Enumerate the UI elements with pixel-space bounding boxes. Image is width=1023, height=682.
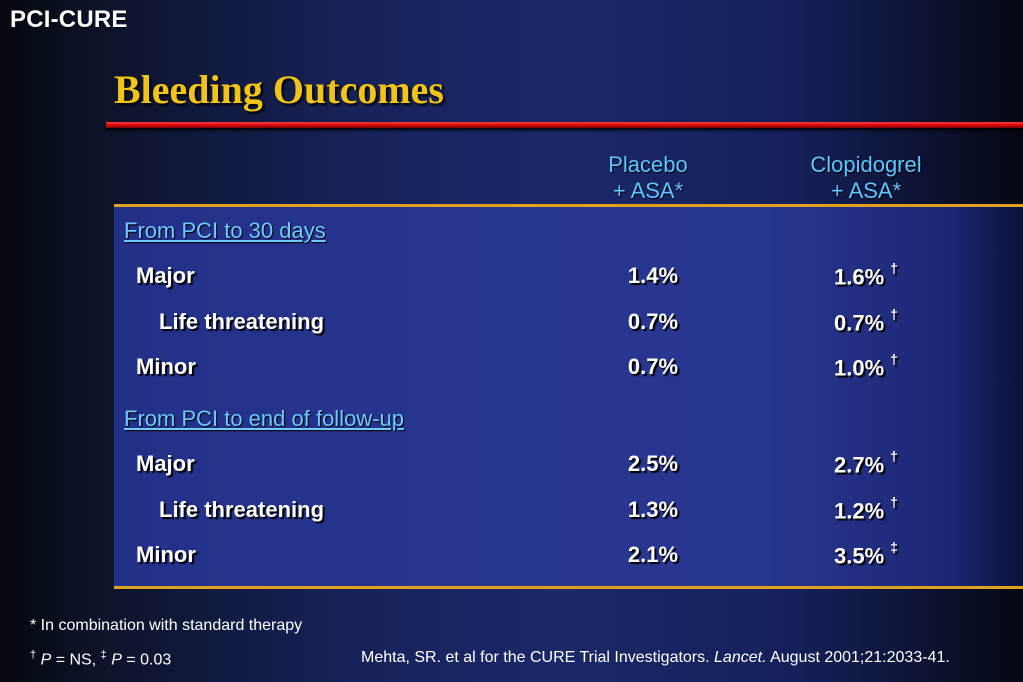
footnote-mark: ‡: [890, 539, 898, 555]
p-letter: P: [111, 651, 122, 669]
footnote-asterisk: * In combination with standard therapy: [30, 617, 303, 634]
double-dagger-text: = 0.03: [121, 651, 172, 669]
clopidogrel-value: 2.7% †: [806, 448, 926, 478]
title-divider: [106, 122, 1023, 128]
placebo-value: 0.7%: [627, 309, 679, 334]
row-label: Minor: [136, 542, 196, 567]
row-label: Major: [136, 451, 195, 476]
column-header-clopidogrel-line1: Clopidogrel: [810, 152, 922, 177]
slide-title: Bleeding Outcomes: [114, 67, 444, 112]
clopidogrel-value: 1.0% †: [806, 351, 926, 381]
row-label: Life threatening: [159, 309, 325, 334]
clopidogrel-value-text: 1.0%: [834, 355, 885, 381]
placebo-value: 0.7%: [627, 354, 679, 379]
clopidogrel-value-text: 3.5%: [834, 543, 885, 569]
footnote-mark: †: [890, 306, 898, 322]
clopidogrel-value: 1.2% †: [806, 494, 926, 524]
placebo-value: 1.4%: [627, 263, 679, 288]
row-label: Major: [136, 263, 195, 288]
footnote-mark: †: [890, 260, 898, 276]
row-label: Life threatening: [159, 497, 325, 522]
citation-details: August 2001;21:2033-41.: [766, 649, 950, 666]
clopidogrel-value-text: 1.2%: [834, 498, 885, 524]
section-heading-end-of-follow-up: From PCI to end of follow-up: [124, 406, 405, 431]
brand-label: PCI-CURE: [10, 6, 128, 33]
clopidogrel-value-text: 1.6%: [834, 264, 885, 290]
citation-authors: Mehta, SR. et al for the CURE Trial Inve…: [361, 649, 715, 666]
column-header-placebo-line2: + ASA*: [612, 178, 684, 203]
outcomes-table: [114, 204, 1023, 589]
footnote-mark: †: [890, 448, 898, 464]
footnote-mark: †: [890, 351, 898, 367]
clopidogrel-value: 0.7% †: [806, 306, 926, 336]
clopidogrel-value-text: 0.7%: [834, 310, 885, 336]
clopidogrel-value: 3.5% ‡: [806, 539, 926, 569]
placebo-value: 1.3%: [627, 497, 679, 522]
double-dagger-mark: ‡: [100, 649, 107, 661]
citation-journal: Lancet.: [714, 649, 767, 666]
dagger-text: = NS,: [51, 651, 101, 669]
section-heading-30-days: From PCI to 30 days: [124, 218, 326, 243]
column-header-clopidogrel: Clopidogrel + ASA*: [786, 152, 946, 204]
column-header-clopidogrel-line2: + ASA*: [830, 178, 902, 203]
footnote-mark: †: [890, 494, 898, 510]
clopidogrel-value-text: 2.7%: [834, 452, 885, 478]
column-header-placebo: Placebo + ASA*: [578, 152, 718, 204]
clopidogrel-value: 1.6% †: [806, 260, 926, 290]
placebo-value: 2.5%: [627, 451, 679, 476]
placebo-value: 2.1%: [627, 542, 679, 567]
column-header-placebo-line1: Placebo: [608, 152, 688, 177]
p-letter: P: [40, 651, 52, 669]
dagger-mark: †: [30, 649, 37, 661]
row-label: Minor: [136, 354, 196, 379]
citation: Mehta, SR. et al for the CURE Trial Inve…: [361, 649, 950, 667]
footnote-p-values: † P = NS, ‡ P = 0.03: [30, 649, 171, 669]
